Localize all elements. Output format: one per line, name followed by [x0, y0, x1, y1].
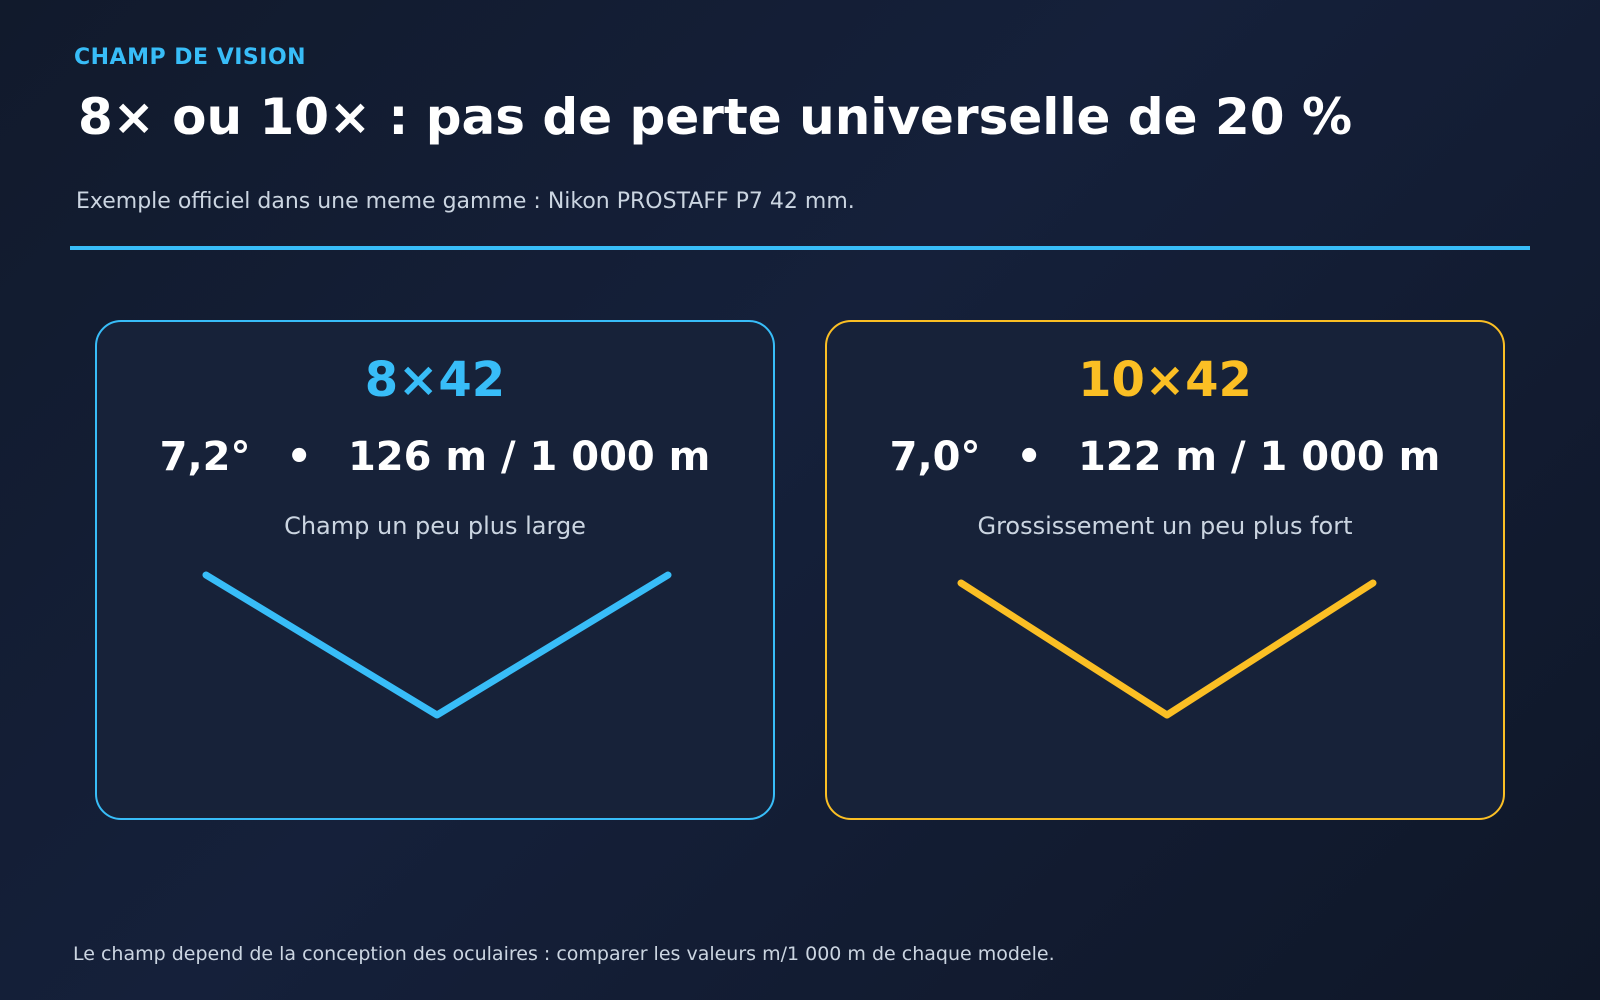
field-width-value: 126 m / 1 000 m [347, 434, 711, 480]
footer-note: Le champ depend de la conception des ocu… [73, 943, 1055, 965]
card-note: Champ un peu plus large [284, 512, 586, 540]
field-of-view-icon [202, 571, 672, 719]
card-model-title: 10×42 [1078, 352, 1252, 408]
binocular-card-10x42: 10×42 7,0° • 122 m / 1 000 m Grossisseme… [825, 320, 1505, 820]
header-divider [70, 246, 1530, 250]
field-width-value: 122 m / 1 000 m [1077, 434, 1441, 480]
field-angle-value: 7,0° [889, 434, 981, 480]
page-title: 8× ou 10× : pas de perte universelle de … [78, 88, 1353, 146]
field-of-view-cone [202, 571, 672, 719]
field-of-view-icon [957, 579, 1377, 719]
card-note: Grossissement un peu plus fort [977, 512, 1353, 540]
card-stats: 7,0° • 122 m / 1 000 m [827, 434, 1503, 480]
eyebrow-label: CHAMP DE VISION [74, 45, 307, 70]
field-of-view-cone [957, 579, 1377, 719]
bullet-separator: • [1016, 434, 1042, 480]
binocular-card-8x42: 8×42 7,2° • 126 m / 1 000 m Champ un peu… [95, 320, 775, 820]
bullet-separator: • [286, 434, 312, 480]
field-angle-value: 7,2° [159, 434, 251, 480]
card-stats: 7,2° • 126 m / 1 000 m [97, 434, 773, 480]
page-subtitle: Exemple officiel dans une meme gamme : N… [76, 189, 855, 214]
card-model-title: 8×42 [364, 352, 506, 408]
